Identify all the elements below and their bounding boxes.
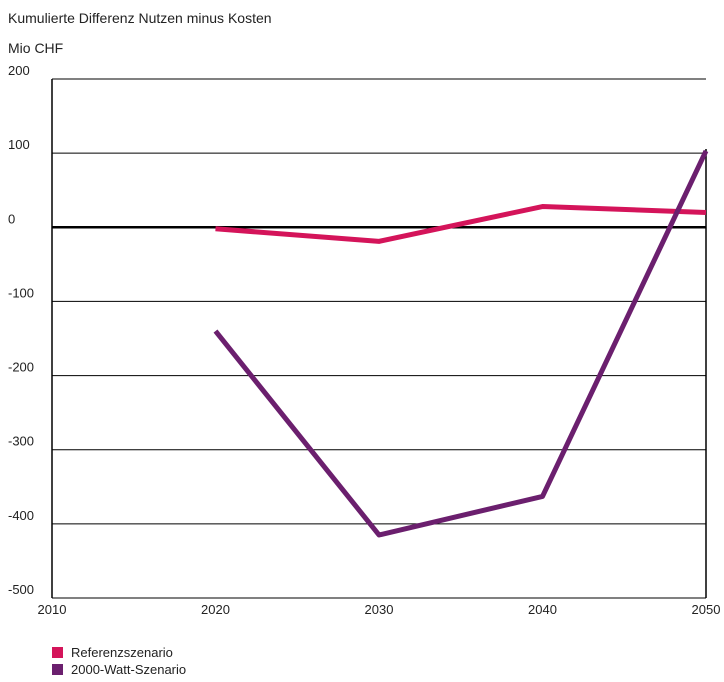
y-tick-label--300: -300	[8, 434, 34, 449]
chart-title: Kumulierte Differenz Nutzen minus Kosten	[8, 10, 272, 26]
x-tick-label-2030: 2030	[365, 602, 394, 617]
legend-swatch-referenzszenario	[52, 647, 63, 658]
legend-item-referenzszenario: Referenzszenario	[52, 644, 186, 661]
y-tick-label-100: 100	[8, 137, 30, 152]
series-line-referenzszenario	[215, 204, 707, 244]
y-axis-unit-label: Mio CHF	[8, 40, 64, 56]
legend-label-2000-watt-szenario: 2000-Watt-Szenario	[71, 662, 187, 677]
y-tick-label-200: 200	[8, 63, 30, 78]
legend-label-referenzszenario: Referenzszenario	[71, 645, 173, 660]
legend-item-2000-watt-szenario: 2000-Watt-Szenario	[52, 661, 186, 678]
x-tick-label-2010: 2010	[38, 602, 67, 617]
y-tick-label--400: -400	[8, 508, 34, 523]
legend: Referenzszenario 2000-Watt-Szenario	[52, 644, 186, 678]
x-tick-label-2020: 2020	[201, 602, 230, 617]
y-tick-label-0: 0	[8, 211, 15, 226]
x-tick-label-2050: 2050	[692, 602, 721, 617]
series-line-2000-watt-szenario	[213, 149, 709, 538]
y-tick-label--200: -200	[8, 360, 34, 375]
line-chart: 200 100 0 -100 -200 -300 -400 -500 2010 2020 2030 2…	[8, 63, 721, 617]
x-tick-label-2040: 2040	[528, 602, 557, 617]
y-tick-label--500: -500	[8, 582, 34, 597]
y-tick-label--100: -100	[8, 285, 34, 300]
legend-swatch-2000-watt-szenario	[52, 664, 63, 675]
